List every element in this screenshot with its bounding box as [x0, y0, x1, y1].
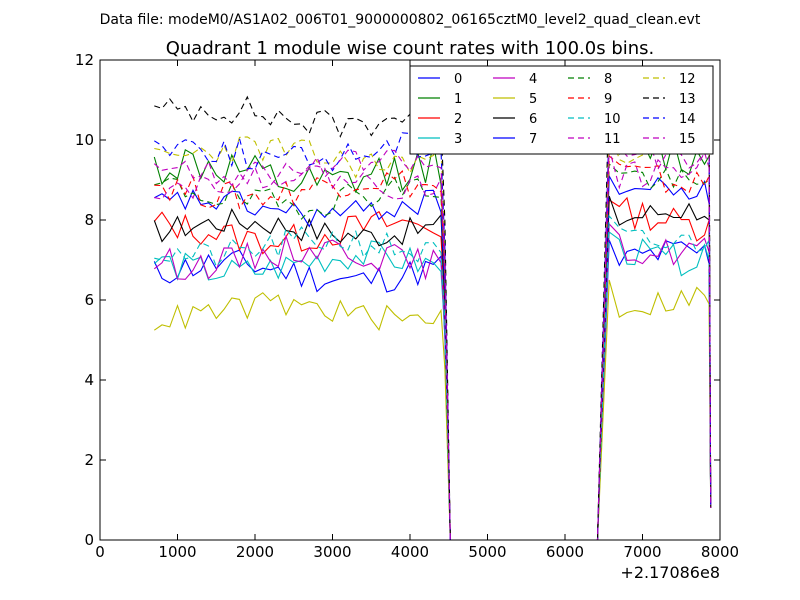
legend-label-14: 14	[679, 112, 696, 127]
series-lines	[153, 81, 712, 541]
y-tick-label: 6	[84, 291, 94, 309]
legend-label-7: 7	[529, 132, 537, 147]
legend-label-6: 6	[529, 112, 537, 127]
series-line-5	[153, 279, 712, 541]
y-tick-label: 0	[84, 531, 94, 549]
x-tick-label: 0	[95, 543, 105, 561]
legend-label-9: 9	[604, 92, 612, 107]
legend-label-10: 10	[604, 112, 621, 127]
x-tick-label: 8000	[701, 543, 739, 561]
y-tick-label: 2	[84, 451, 94, 469]
series-line-4	[153, 222, 712, 541]
legend-label-11: 11	[604, 132, 621, 147]
y-tick-label: 8	[84, 211, 94, 229]
series-line-3	[153, 230, 712, 541]
legend-label-2: 2	[454, 112, 462, 127]
series-line-12	[154, 123, 712, 541]
y-tick-label: 12	[75, 51, 94, 69]
x-tick-label: 4000	[391, 543, 429, 561]
x-tick-label: 1000	[158, 543, 196, 561]
axis-ticks: 0 1000 2000 3000 4000 5000 6000 7000 80000246810…	[75, 51, 739, 561]
x-offset-label: +2.17086e8	[620, 563, 720, 582]
series-line-7	[154, 173, 712, 541]
legend-label-15: 15	[679, 132, 696, 147]
series-line-6	[153, 195, 712, 541]
chart-title: Quadrant 1 module wise count rates with …	[166, 38, 655, 59]
series-line-9	[154, 154, 712, 541]
y-tick-label: 4	[84, 371, 94, 389]
series-line-13	[154, 81, 712, 541]
legend-label-5: 5	[529, 92, 537, 107]
series-line-11	[154, 147, 712, 541]
x-tick-label: 5000	[468, 543, 506, 561]
x-tick-label: 3000	[313, 543, 351, 561]
legend-label-4: 4	[529, 72, 537, 87]
legend-label-8: 8	[604, 72, 612, 87]
legend-label-1: 1	[454, 92, 462, 107]
x-tick-label: 2000	[236, 543, 274, 561]
series-line-8	[154, 162, 712, 541]
legend-label-12: 12	[679, 72, 696, 87]
x-tick-label: 6000	[546, 543, 584, 561]
legend-label-13: 13	[679, 92, 696, 107]
series-line-10	[154, 214, 712, 541]
y-tick-label: 10	[75, 131, 94, 149]
datafile-label: Data file: modeM0/AS1A02_006T01_90000008…	[100, 12, 701, 28]
plot-frame	[99, 59, 721, 541]
x-tick-label: 7000	[623, 543, 661, 561]
legend-label-3: 3	[454, 132, 462, 147]
legend-label-0: 0	[454, 72, 462, 87]
legend-box	[409, 65, 714, 155]
series-line-0	[153, 239, 712, 541]
